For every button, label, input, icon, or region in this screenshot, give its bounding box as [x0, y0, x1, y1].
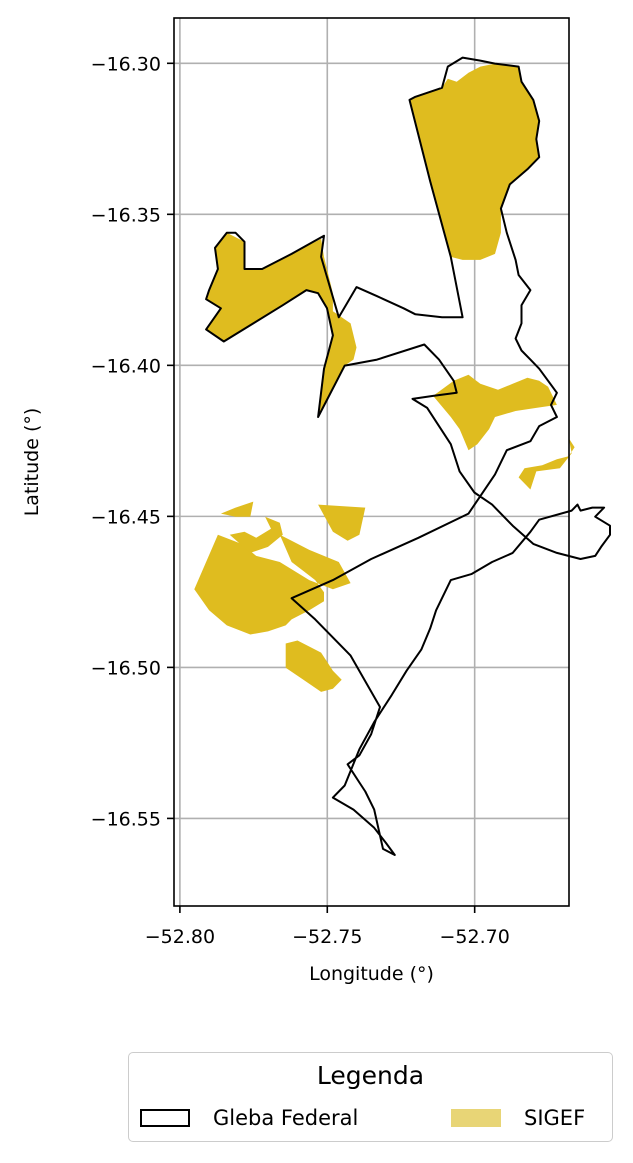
legend-title: Legenda: [316, 1061, 425, 1090]
legend-item-gleba-federal: Gleba Federal: [140, 1105, 358, 1131]
legend-swatch-sigef: [451, 1109, 501, 1127]
sigef-parcel: [206, 232, 357, 417]
y-tick-label: −16.45: [91, 506, 161, 528]
sigef-parcel: [433, 374, 557, 451]
legend: Legenda Gleba Federal SIGEF: [128, 1052, 613, 1142]
sigef-parcel: [409, 63, 540, 260]
y-tick-label: −16.50: [91, 657, 161, 679]
sigef-parcel: [229, 516, 283, 553]
legend-item-sigef: SIGEF: [451, 1105, 585, 1131]
y-tick-label: −16.35: [91, 204, 161, 226]
y-tick-label: −16.30: [91, 53, 161, 75]
y-axis-title: Latitude (°): [21, 408, 43, 517]
x-tick-label: −52.70: [440, 926, 510, 948]
sigef-layer: [194, 63, 575, 692]
sigef-parcel: [318, 504, 366, 541]
gleba-federal-layer: [205, 56, 611, 856]
x-axis-title: Longitude (°): [309, 963, 434, 985]
sigef-parcel: [194, 534, 351, 635]
legend-label-gleba-federal: Gleba Federal: [213, 1106, 359, 1130]
y-tick-label: −16.55: [91, 808, 161, 830]
y-tick-label: −16.40: [91, 355, 161, 377]
axes-frame: [173, 17, 570, 907]
x-tick-label: −52.75: [292, 926, 362, 948]
gleba-federal-boundary: [205, 56, 611, 856]
sigef-parcel: [285, 640, 342, 692]
sigef-parcel: [220, 501, 254, 517]
sigef-parcel: [518, 438, 575, 490]
legend-label-sigef: SIGEF: [524, 1106, 586, 1130]
axis-ticks: −52.80 −52.75 −52.70 −16.30 −16.35 −16.40 −16.…: [91, 53, 510, 948]
legend-swatch-gleba-federal: [140, 1109, 190, 1127]
x-tick-label: −52.80: [145, 926, 215, 948]
